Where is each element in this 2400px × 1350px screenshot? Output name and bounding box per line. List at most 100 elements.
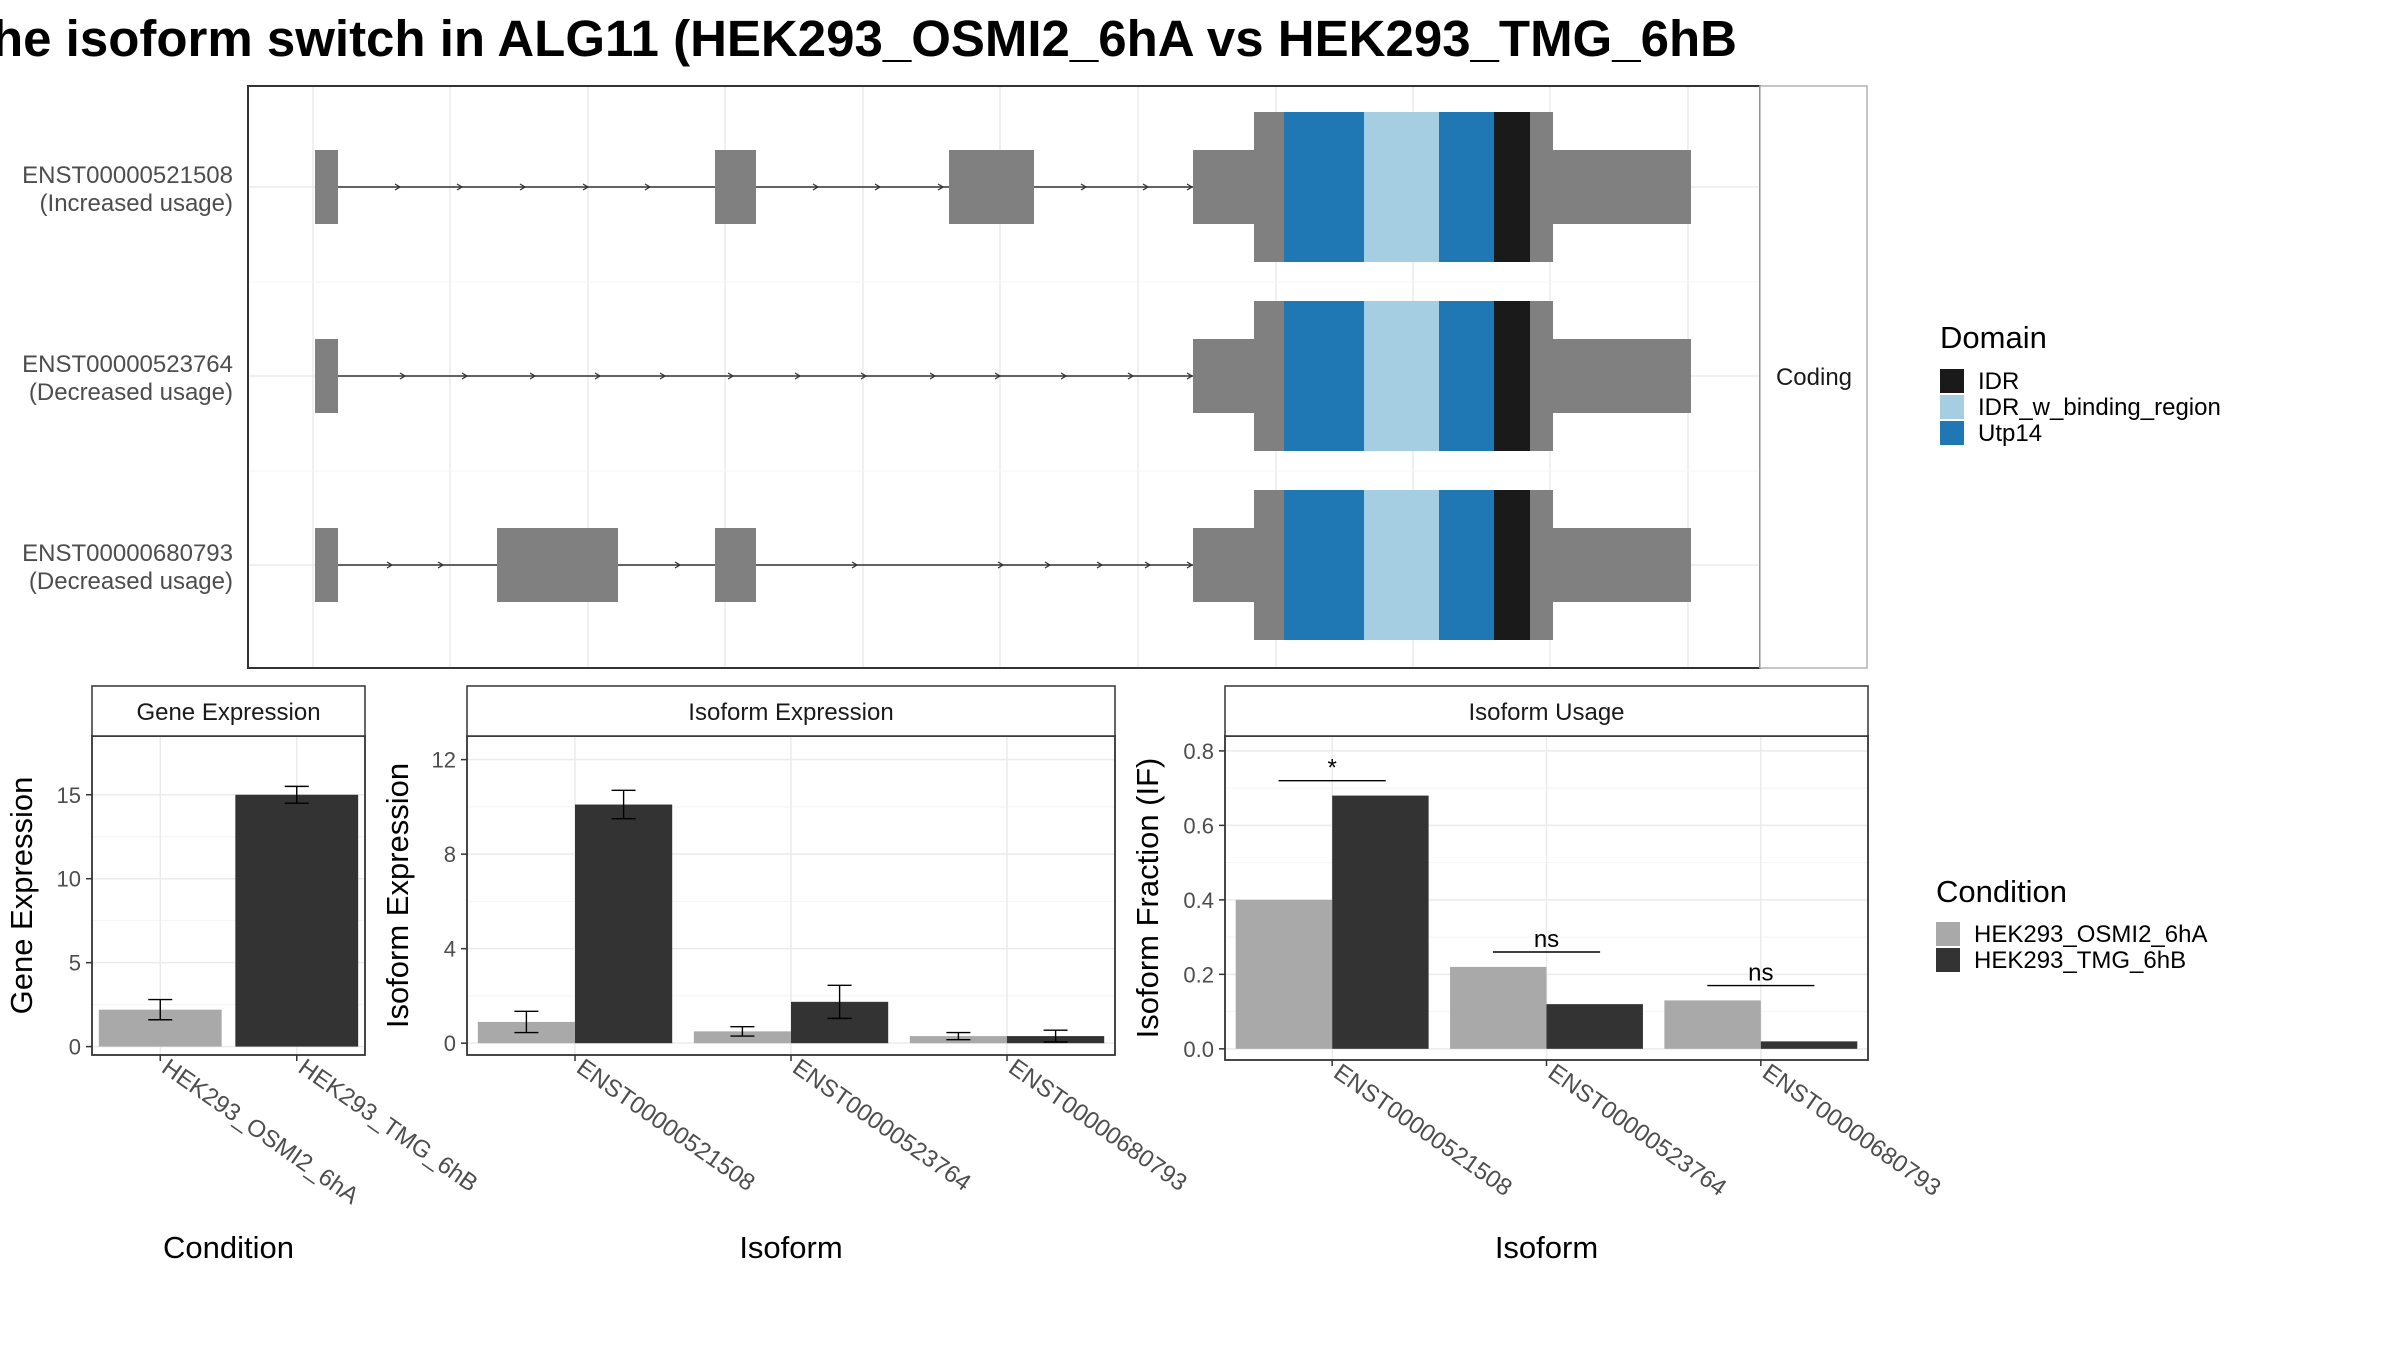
condition-legend-swatch: [1936, 948, 1960, 972]
intron-direction-arrow: [659, 372, 667, 380]
isoform-label-usage: (Decreased usage): [29, 379, 233, 406]
cds-domain-segment: [1254, 490, 1284, 640]
utr-exon-block: [1553, 528, 1691, 602]
panel-strip-title: Isoform Usage: [1468, 699, 1624, 726]
intron-direction-arrow: [386, 561, 394, 569]
cds-domain-segment: [1439, 490, 1494, 640]
cds-domain-segment: [1284, 490, 1364, 640]
intron-direction-arrow: [1127, 372, 1135, 380]
bar: [1450, 966, 1547, 1049]
cds-domain-segment: [1254, 112, 1284, 262]
y-tick-label: 4: [444, 937, 456, 962]
bar: [693, 1031, 791, 1044]
y-tick-label: 5: [69, 951, 81, 976]
intron-direction-arrow: [1144, 561, 1152, 569]
domain-legend-title: Domain: [1940, 320, 2047, 355]
condition-legend-swatch: [1936, 922, 1960, 946]
domain-legend-swatch: [1940, 395, 1964, 419]
intron-direction-arrow: [394, 183, 402, 191]
cds-domain-segment: [1494, 112, 1530, 262]
facet-strip: [1759, 85, 1868, 669]
cds-domain-segment: [1364, 112, 1439, 262]
significance-label: ns: [1748, 960, 1773, 987]
intron-direction-arrow: [1080, 183, 1088, 191]
intron-direction-arrow: [727, 372, 735, 380]
cds-domain-segment: [1364, 301, 1439, 451]
y-tick-label: 8: [444, 842, 456, 867]
utr-exon-block: [1193, 150, 1255, 224]
x-tick-label: ENST00000680793: [1757, 1059, 1945, 1202]
cds-domain-segment: [1530, 301, 1553, 451]
domain-legend-swatch: [1940, 421, 1964, 445]
intron-direction-arrow: [860, 372, 868, 380]
intron-direction-arrow: [644, 183, 652, 191]
intron-direction-arrow: [997, 561, 1005, 569]
domain-legend-label: Utp14: [1978, 420, 2042, 447]
y-axis-title: Gene Expression: [4, 777, 39, 1015]
transcript-row: [315, 490, 1691, 640]
transcript-structure-panel: ENST00000521508(Increased usage) ENST0000…: [22, 85, 1868, 669]
isoform-label-usage: (Decreased usage): [29, 568, 233, 595]
panel-strip: [466, 685, 1116, 737]
intron-direction-arrow: [851, 561, 859, 569]
transcript-row: [315, 301, 1691, 451]
y-tick-label: 0: [444, 1031, 456, 1056]
intron-direction-arrow: [461, 372, 469, 380]
intron-direction-arrow: [1186, 372, 1194, 380]
bar: [1760, 1041, 1858, 1049]
bar: [235, 794, 359, 1047]
intron-direction-arrow: [456, 183, 464, 191]
x-tick-label: ENST00000521508: [572, 1054, 760, 1197]
figure-title: he isoform switch in ALG11 (HEK293_OSMI2…: [0, 10, 1737, 67]
intron-direction-arrow: [1044, 561, 1052, 569]
bar: [1546, 1004, 1643, 1049]
utr-exon-block: [1553, 339, 1691, 413]
bar: [1664, 1000, 1761, 1049]
x-axis-title: Isoform: [739, 1230, 842, 1265]
exon-block: [715, 528, 756, 602]
facet-strip-label: Coding: [1776, 364, 1852, 391]
cds-domain-segment: [1530, 112, 1553, 262]
intron-direction-arrow: [929, 372, 937, 380]
intron-direction-arrow: [1186, 561, 1194, 569]
intron-direction-arrow: [812, 183, 820, 191]
x-tick-label: ENST00000680793: [1004, 1054, 1192, 1197]
isoform-label-id: ENST00000521508: [22, 162, 233, 189]
intron-direction-arrow: [1096, 561, 1104, 569]
isoform-usage-panel: * ns ns Isoform Usage 0.0 0.2 0.4 0.6 0.8 ENST000…: [1130, 685, 1946, 1265]
condition-legend-label: HEK293_TMG_6hB: [1974, 947, 2186, 974]
x-tick-label: ENST00000523764: [788, 1054, 976, 1197]
y-tick-label: 0: [69, 1035, 81, 1060]
condition-legend-label: HEK293_OSMI2_6hA: [1974, 921, 2207, 948]
utr-exon-block: [1553, 150, 1691, 224]
y-tick-label: 0.4: [1183, 888, 1214, 913]
cds-domain-segment: [1439, 301, 1494, 451]
y-tick-label: 15: [57, 783, 81, 808]
exon-block: [315, 528, 338, 602]
cds-domain-segment: [1254, 301, 1284, 451]
domain-legend-label: IDR_w_binding_region: [1978, 394, 2221, 421]
isoform-label-id: ENST00000523764: [22, 351, 233, 378]
y-axis-title: Isoform Fraction (IF): [1130, 758, 1165, 1039]
significance-label: *: [1327, 755, 1336, 782]
y-tick-label: 0.8: [1183, 739, 1214, 764]
panel-strip: [1224, 685, 1869, 737]
panel-strip-title: Gene Expression: [136, 699, 320, 726]
intron-direction-arrow: [1142, 183, 1150, 191]
cds-domain-segment: [1439, 112, 1494, 262]
intron-direction-arrow: [399, 372, 407, 380]
panel-strip: [91, 685, 366, 737]
x-axis-title: Condition: [163, 1230, 294, 1265]
isoform-label-usage: (Increased usage): [40, 190, 233, 217]
domain-legend-label: IDR: [1978, 368, 2019, 395]
exon-block: [315, 150, 338, 224]
exon-block: [949, 150, 1034, 224]
intron-direction-arrow: [519, 183, 527, 191]
x-tick-label: ENST00000523764: [1543, 1059, 1731, 1202]
cds-domain-segment: [1530, 490, 1553, 640]
y-tick-label: 0.2: [1183, 962, 1214, 987]
